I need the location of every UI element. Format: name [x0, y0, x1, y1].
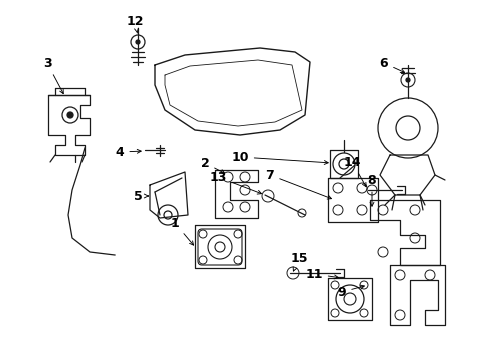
- Text: 2: 2: [200, 157, 224, 173]
- Text: 8: 8: [367, 174, 376, 206]
- Circle shape: [136, 40, 140, 44]
- Circle shape: [67, 112, 73, 118]
- Text: 1: 1: [170, 216, 193, 245]
- Text: 6: 6: [379, 57, 404, 73]
- Text: 11: 11: [305, 267, 338, 280]
- Text: 13: 13: [209, 171, 261, 194]
- Text: 15: 15: [290, 252, 307, 271]
- Text: 5: 5: [133, 189, 148, 202]
- Text: 12: 12: [126, 14, 143, 33]
- Circle shape: [405, 78, 409, 82]
- Text: 10: 10: [231, 150, 327, 165]
- Text: 14: 14: [343, 156, 366, 187]
- Text: 7: 7: [265, 168, 331, 199]
- Text: 4: 4: [115, 145, 141, 158]
- Text: 9: 9: [337, 285, 364, 298]
- Text: 3: 3: [42, 57, 63, 94]
